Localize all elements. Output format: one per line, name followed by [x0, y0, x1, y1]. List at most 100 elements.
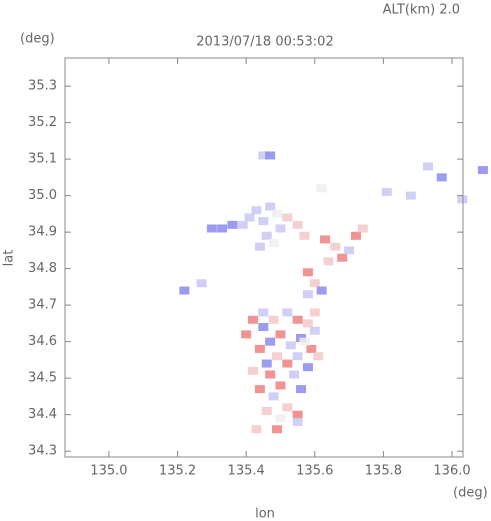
radar-cell: [337, 253, 348, 262]
radar-cell: [302, 290, 313, 299]
x-axis-label: lon: [255, 507, 275, 521]
radar-cell: [436, 173, 447, 182]
radar-cell: [302, 363, 313, 372]
radar-cell: [254, 344, 265, 353]
radar-cell: [350, 231, 361, 240]
radar-cell: [272, 209, 283, 218]
y-tick-label: 35.2: [28, 115, 57, 130]
y-tick-label: 34.4: [28, 407, 57, 422]
radar-cell: [313, 352, 324, 361]
radar-cell: [282, 213, 293, 222]
y-tick-label: 34.9: [28, 225, 57, 240]
radar-cell: [275, 330, 286, 339]
radar-cell: [275, 381, 286, 390]
radar-cell: [296, 385, 307, 394]
radar-cell: [316, 286, 327, 295]
radar-cell: [381, 187, 392, 196]
y-tick-label: 34.8: [28, 261, 57, 276]
radar-cell: [227, 220, 238, 229]
y-tick-label: 34.7: [28, 298, 57, 313]
radar-cell: [299, 337, 310, 346]
radar-cell: [292, 410, 303, 419]
radar-cell: [275, 224, 286, 233]
radar-cell: [302, 319, 313, 328]
x-unit: (deg): [453, 486, 488, 501]
y-tick-label: 35.3: [28, 79, 57, 94]
x-tick-label: 135.2: [159, 464, 196, 479]
radar-cell: [323, 257, 334, 266]
radar-cell: [457, 195, 468, 204]
radar-cell: [292, 220, 303, 229]
y-tick-label: 34.3: [28, 444, 57, 459]
y-unit: (deg): [20, 32, 55, 47]
radar-cell: [330, 242, 341, 251]
radar-cell: [282, 308, 293, 317]
radar-cell: [282, 403, 293, 412]
radar-cell: [196, 279, 207, 288]
radar-cell: [265, 370, 276, 379]
radar-cell: [282, 359, 293, 368]
chart-title: 2013/07/18 00:53:02: [196, 35, 333, 50]
radar-cell: [258, 308, 269, 317]
radar-cell: [268, 315, 279, 324]
y-tick-label: 34.5: [28, 371, 57, 386]
radar-cell: [244, 213, 255, 222]
radar-cell: [309, 308, 320, 317]
radar-cell: [272, 352, 283, 361]
y-tick-label: 35.1: [28, 152, 57, 167]
x-tick-label: 135.4: [228, 464, 265, 479]
radar-cell: [302, 268, 313, 277]
radar-cell: [316, 184, 327, 193]
radar-cell: [265, 151, 276, 160]
radar-cell: [254, 385, 265, 394]
x-tick-label: 135.6: [296, 464, 333, 479]
radar-cell: [217, 224, 228, 233]
x-tick-label: 136.0: [433, 464, 470, 479]
marks: [179, 151, 488, 434]
radar-cell: [265, 202, 276, 211]
radar-cell: [258, 323, 269, 332]
radar-cell: [251, 425, 262, 434]
radar-cell: [309, 279, 320, 288]
radar-cell: [272, 425, 283, 434]
radar-cell: [254, 242, 265, 251]
radar-cell: [179, 286, 190, 295]
radar-cell: [268, 392, 279, 401]
y-axis-label: lat: [2, 250, 17, 267]
x-tick-label: 135.0: [90, 464, 127, 479]
radar-cell: [423, 162, 434, 171]
plot-frame: [64, 57, 464, 458]
radar-cell: [261, 359, 272, 368]
y-tick-label: 34.6: [28, 334, 57, 349]
radar-cell: [292, 352, 303, 361]
radar-cell: [275, 414, 286, 423]
radar-cell: [237, 220, 248, 229]
radar-cell: [251, 206, 262, 215]
radar-cell: [320, 235, 331, 244]
radar-cell: [268, 239, 279, 248]
radar-cell: [292, 417, 303, 426]
radar-cell: [258, 151, 269, 160]
radar-cell: [405, 191, 416, 200]
radar-cell: [344, 246, 355, 255]
radar-cell: [248, 366, 259, 375]
radar-cell: [258, 217, 269, 226]
radar-cell: [309, 326, 320, 335]
radar-cell: [261, 407, 272, 416]
radar-cell: [285, 341, 296, 350]
radar-cell: [289, 370, 300, 379]
x-tick-label: 135.8: [365, 464, 402, 479]
radar-cell: [306, 344, 317, 353]
radar-cell: [299, 231, 310, 240]
y-tick-label: 35.0: [28, 188, 57, 203]
radar-cell: [261, 231, 272, 240]
radar-cell: [357, 224, 368, 233]
radar-cell: [292, 315, 303, 324]
radar-cell: [241, 330, 252, 339]
radar-cell: [248, 315, 259, 324]
radar-cell: [206, 224, 217, 233]
altitude-label: ALT(km) 2.0: [383, 3, 460, 18]
radar-cell: [265, 337, 276, 346]
radar-cell: [477, 166, 488, 175]
